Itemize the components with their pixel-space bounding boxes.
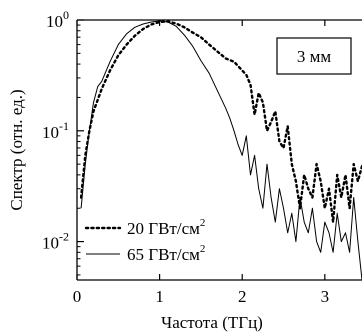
tick-layer: 0 1 2 3 100 10-1 10-2: [42, 8, 329, 306]
y-tick-label--2: 10-2: [42, 230, 69, 253]
y-tick-label-0: 100: [46, 8, 69, 31]
x-tick-label-1: 1: [155, 287, 164, 306]
annotation-box: [276, 37, 352, 75]
legend-label-20: 20 ГВт/см2: [127, 217, 205, 238]
legend: 20 ГВт/см2 65 ГВт/см2: [84, 217, 205, 264]
series-layer: [79, 20, 362, 280]
x-tick-label-3: 3: [321, 287, 330, 306]
y-tick-label--1: 10-1: [42, 119, 69, 142]
x-tick-label-0: 0: [73, 287, 82, 306]
series-line-0: [79, 20, 362, 224]
series-line-1: [80, 20, 362, 280]
x-tick-label-2: 2: [238, 287, 247, 306]
x-axis-title: Частота (ТГц): [161, 313, 263, 332]
y-axis-title: Спектр (отн. ед.): [7, 89, 26, 210]
legend-label-65: 65 ГВт/см2: [127, 243, 205, 264]
annotation-label: 3 мм: [297, 47, 332, 66]
